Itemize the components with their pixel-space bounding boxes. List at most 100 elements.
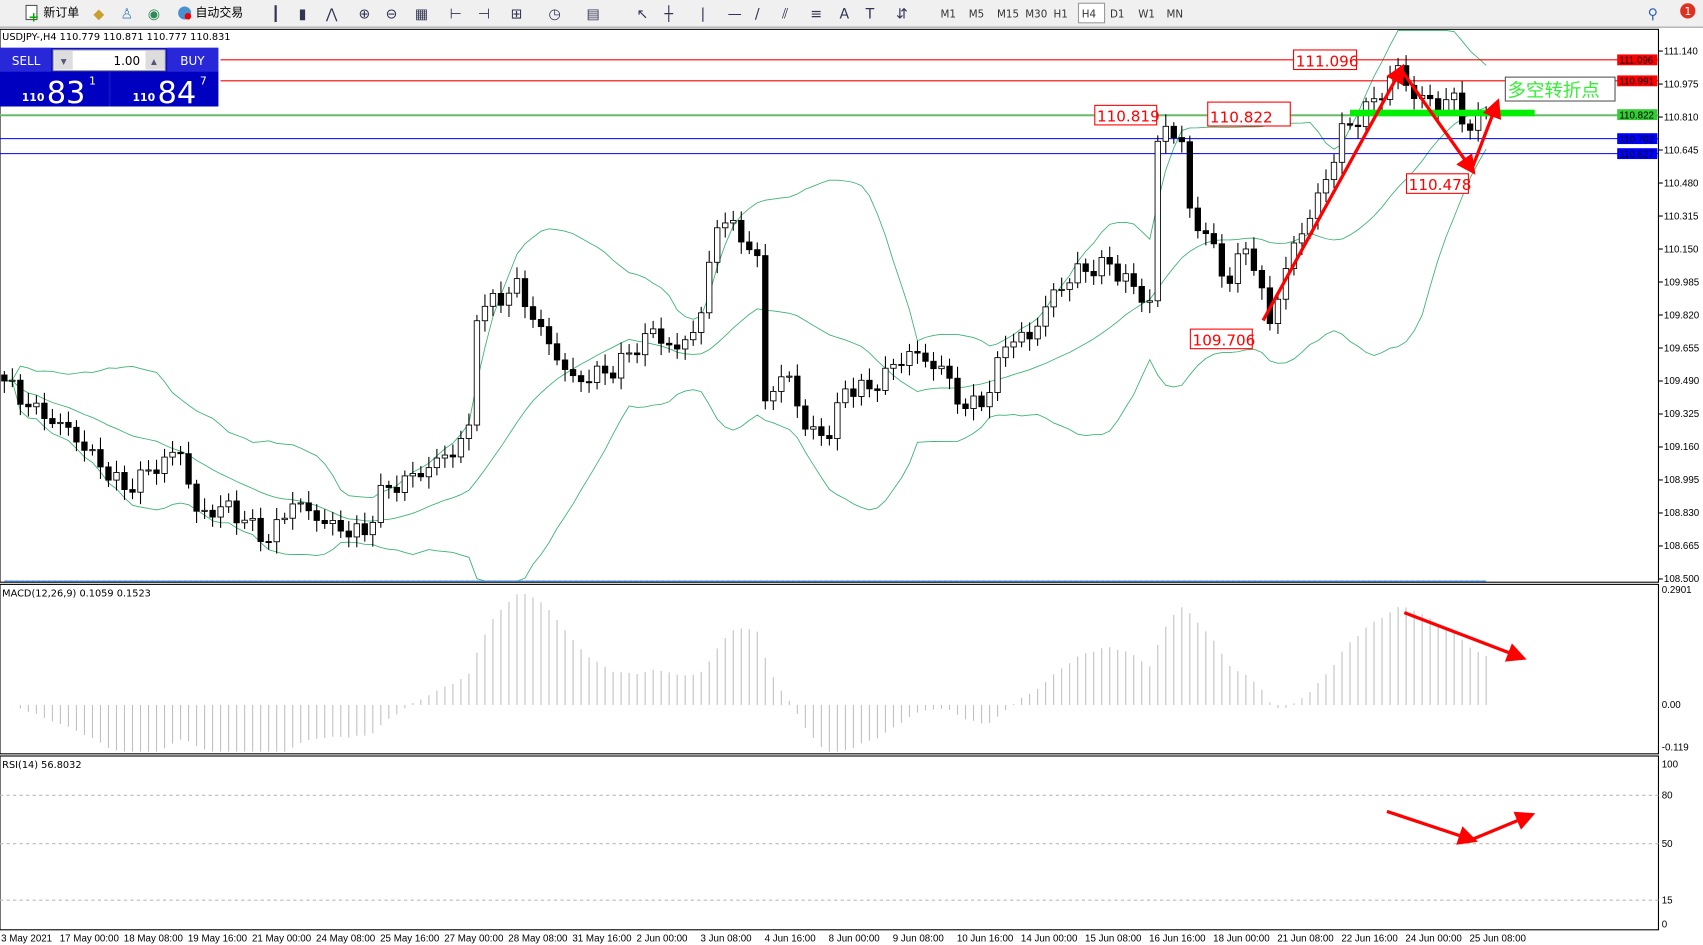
candle[interactable] bbox=[866, 379, 873, 390]
arrows-icon[interactable]: ⇵ bbox=[896, 6, 908, 22]
trend-arrow-down[interactable] bbox=[1399, 68, 1476, 175]
candle[interactable] bbox=[201, 509, 208, 512]
candle[interactable] bbox=[1258, 270, 1266, 289]
candle[interactable] bbox=[41, 402, 48, 419]
candle[interactable] bbox=[257, 517, 264, 542]
candle[interactable] bbox=[802, 405, 809, 430]
candle[interactable] bbox=[281, 517, 288, 521]
candle[interactable] bbox=[1146, 300, 1153, 303]
candle[interactable] bbox=[601, 365, 609, 374]
label-110-822[interactable]: 110.822 bbox=[1210, 109, 1273, 127]
candle[interactable] bbox=[193, 483, 200, 512]
candle[interactable] bbox=[289, 503, 296, 519]
candle[interactable] bbox=[1218, 243, 1226, 277]
candle[interactable] bbox=[962, 403, 969, 409]
timeframe-mn[interactable]: MN bbox=[1166, 8, 1183, 20]
candle[interactable] bbox=[1322, 179, 1330, 194]
candle[interactable] bbox=[1475, 113, 1482, 131]
notifications-button[interactable]: 1 bbox=[1680, 3, 1696, 19]
candle[interactable] bbox=[914, 351, 921, 354]
candle[interactable] bbox=[241, 519, 248, 524]
candle[interactable] bbox=[1370, 98, 1378, 103]
candle[interactable] bbox=[1242, 248, 1250, 255]
candle[interactable] bbox=[938, 365, 945, 370]
fibonacci-icon[interactable]: ≡ bbox=[810, 6, 822, 22]
candle[interactable] bbox=[169, 451, 176, 458]
sell-price[interactable]: 110 83 1 bbox=[22, 75, 96, 111]
candle[interactable] bbox=[65, 421, 72, 428]
text-icon[interactable]: A bbox=[840, 6, 850, 22]
reversal-point-note[interactable]: 多空转折点 bbox=[1508, 81, 1600, 102]
candle[interactable] bbox=[682, 339, 689, 350]
trend-arrow-rebound[interactable] bbox=[1470, 98, 1502, 171]
chart-shift-icon[interactable]: ⊢ bbox=[450, 6, 462, 22]
candle[interactable] bbox=[97, 449, 104, 468]
candle[interactable] bbox=[249, 517, 256, 521]
candle[interactable] bbox=[658, 328, 665, 344]
candle[interactable] bbox=[497, 292, 505, 306]
candle[interactable] bbox=[1298, 233, 1306, 244]
timeframe-m30[interactable]: M30 bbox=[1025, 8, 1047, 20]
candle[interactable] bbox=[754, 249, 761, 257]
candle[interactable] bbox=[369, 522, 376, 536]
candle[interactable] bbox=[738, 219, 745, 243]
candle[interactable] bbox=[706, 261, 713, 314]
candle[interactable] bbox=[569, 369, 577, 377]
candle[interactable] bbox=[850, 388, 857, 397]
candle[interactable] bbox=[345, 530, 352, 538]
candle[interactable] bbox=[121, 472, 128, 490]
candle[interactable] bbox=[882, 367, 889, 391]
candle[interactable] bbox=[1290, 242, 1298, 269]
candle[interactable] bbox=[818, 426, 825, 436]
candle[interactable] bbox=[890, 363, 897, 369]
candle[interactable] bbox=[9, 379, 16, 382]
candle[interactable] bbox=[1, 374, 8, 382]
lot-increase-button[interactable] bbox=[145, 51, 165, 70]
candle[interactable] bbox=[617, 352, 625, 379]
candle[interactable] bbox=[337, 520, 344, 532]
timeframe-m15[interactable]: M15 bbox=[997, 8, 1019, 20]
lot-size-input[interactable]: ▼ ▲ 1.00 bbox=[52, 49, 166, 72]
candle[interactable] bbox=[129, 489, 136, 493]
candle[interactable] bbox=[209, 509, 216, 518]
label-109-706[interactable]: 109.706 bbox=[1193, 331, 1256, 349]
lot-decrease-button[interactable] bbox=[54, 51, 73, 70]
buy-button[interactable]: BUY bbox=[167, 47, 219, 72]
candle[interactable] bbox=[1018, 331, 1025, 343]
timeframe-h1[interactable]: H1 bbox=[1054, 8, 1068, 20]
candle[interactable] bbox=[137, 469, 144, 493]
candle[interactable] bbox=[473, 320, 481, 426]
candle[interactable] bbox=[425, 467, 433, 478]
candle[interactable] bbox=[25, 403, 32, 408]
candle[interactable] bbox=[329, 520, 336, 524]
candle[interactable] bbox=[898, 363, 905, 366]
macd-divergence-arrow[interactable] bbox=[1403, 611, 1527, 662]
candle[interactable] bbox=[1250, 248, 1258, 271]
candle[interactable] bbox=[441, 454, 449, 459]
candle[interactable] bbox=[609, 372, 617, 379]
candle[interactable] bbox=[585, 381, 593, 384]
candle[interactable] bbox=[1138, 286, 1145, 303]
candle[interactable] bbox=[1202, 230, 1209, 235]
bar-chart-icon[interactable]: ┃ bbox=[272, 4, 280, 22]
candle[interactable] bbox=[353, 523, 360, 538]
candle[interactable] bbox=[1042, 306, 1049, 327]
price-chart-panel[interactable] bbox=[0, 28, 1660, 583]
candle[interactable] bbox=[185, 453, 192, 485]
candle[interactable] bbox=[722, 222, 729, 229]
templates-icon[interactable]: ▤ bbox=[586, 6, 599, 22]
candle[interactable] bbox=[625, 352, 633, 355]
candle[interactable] bbox=[225, 500, 232, 508]
tile-windows-icon[interactable]: ▦ bbox=[415, 6, 428, 22]
candle[interactable] bbox=[153, 469, 160, 474]
candle[interactable] bbox=[970, 395, 977, 409]
candle[interactable] bbox=[217, 506, 224, 518]
candle[interactable] bbox=[305, 502, 312, 512]
candle[interactable] bbox=[89, 449, 96, 452]
candle[interactable] bbox=[1050, 289, 1057, 308]
candle[interactable] bbox=[57, 421, 64, 425]
candle[interactable] bbox=[73, 426, 80, 443]
autoscroll-icon[interactable]: ⊣ bbox=[478, 6, 490, 22]
timeframe-m1[interactable]: M1 bbox=[941, 8, 956, 20]
candle[interactable] bbox=[537, 318, 545, 328]
